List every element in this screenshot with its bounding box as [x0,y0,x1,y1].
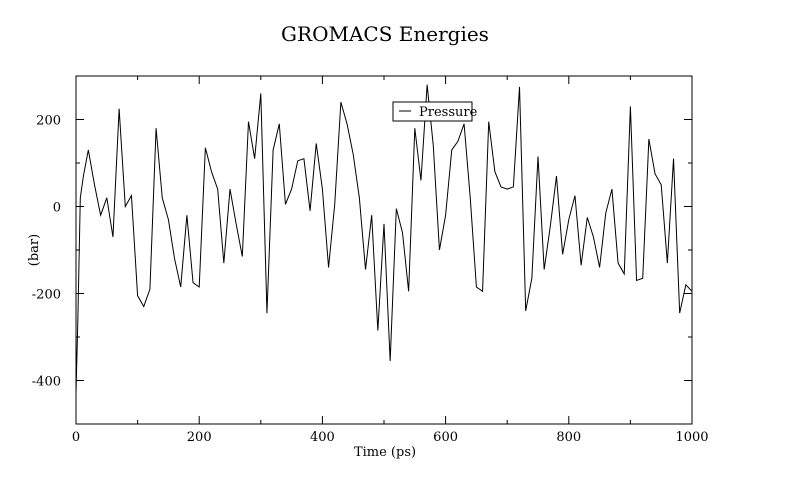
y-tick-label: -200 [32,288,61,303]
x-tick-label: 800 [556,430,581,445]
legend: Pressure [392,101,478,122]
y-axis-ticks: -400 -200 0 200 [32,75,692,390]
y-tick-label: -400 [32,375,61,390]
x-axis-label: Time (ps) [354,445,416,460]
y-tick-label: 200 [36,114,61,129]
legend-entry-pressure: Pressure [419,105,478,120]
x-tick-label: 400 [310,430,335,445]
legend-box [392,101,473,122]
y-axis-label: (bar) [27,234,42,266]
pressure-series-line [75,84,693,394]
x-tick-label: 200 [187,430,212,445]
x-tick-label: 600 [433,430,458,445]
x-tick-label: 1000 [675,430,708,445]
x-axis-ticks: 0 200 400 600 800 1000 [72,76,709,445]
x-tick-label: 0 [72,430,80,445]
chart-title: GROMACS Energies [281,22,489,46]
y-tick-label: 0 [53,201,61,216]
